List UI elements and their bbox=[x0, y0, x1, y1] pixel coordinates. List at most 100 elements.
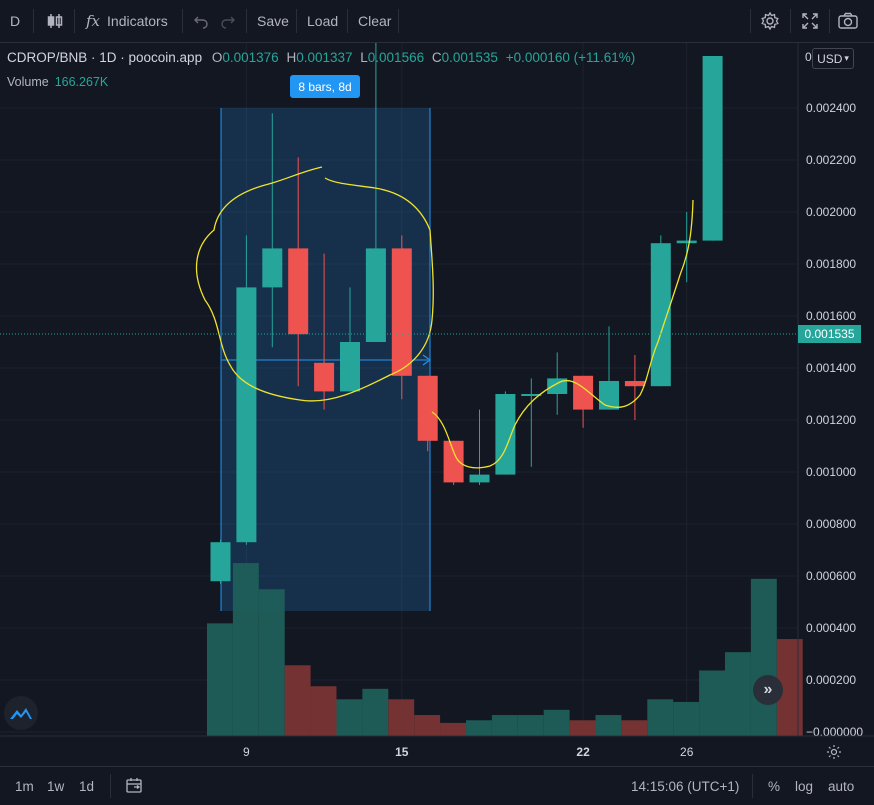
range-measure-label: 8 bars, 8d bbox=[290, 75, 360, 98]
axis-settings-icon[interactable] bbox=[826, 744, 842, 763]
fx-icon: fx bbox=[86, 12, 101, 30]
price-tick-label: 0.001000 bbox=[806, 465, 856, 479]
toolbar-divider bbox=[790, 9, 791, 33]
candle-body bbox=[676, 240, 697, 244]
open-key: O bbox=[211, 50, 223, 65]
high-value: 0.001337 bbox=[296, 50, 353, 65]
range-1d[interactable]: 1d bbox=[79, 778, 95, 794]
change-value: +0.000160 (+11.61%) bbox=[505, 50, 636, 65]
candle-body bbox=[495, 394, 516, 475]
toolbar-divider bbox=[750, 9, 751, 33]
volume-bar bbox=[310, 686, 337, 736]
candle-body bbox=[288, 248, 309, 335]
close-key: C bbox=[431, 50, 442, 65]
range-1w[interactable]: 1w bbox=[47, 778, 65, 794]
price-tick-label: 0.002400 bbox=[806, 101, 856, 115]
volume-bar bbox=[569, 720, 596, 736]
price-tick-label: 0.002000 bbox=[806, 205, 856, 219]
candle-body bbox=[599, 381, 619, 410]
freehand-annotation bbox=[195, 166, 694, 469]
candle-body bbox=[547, 378, 568, 394]
time-axis: 9 15 22 26 bbox=[243, 745, 694, 759]
candles-icon[interactable] bbox=[46, 0, 64, 42]
volume-bar bbox=[414, 715, 441, 736]
price-tick-label: −0.000000 bbox=[806, 725, 863, 739]
volume-bar bbox=[440, 722, 466, 736]
symbol-label: CDROP/BNB · 1D · poocoin.app bbox=[7, 50, 203, 65]
volume-bar bbox=[673, 701, 700, 736]
candle-body bbox=[314, 362, 335, 392]
candle-body bbox=[521, 394, 542, 396]
volume-bar bbox=[232, 563, 259, 736]
chart-grid bbox=[0, 43, 798, 736]
candle-body bbox=[417, 375, 438, 441]
chevron-down-icon: ▾ bbox=[844, 53, 849, 63]
candle-body bbox=[443, 440, 464, 483]
volume-bar bbox=[647, 699, 674, 736]
date-tick-label: 15 bbox=[395, 745, 409, 759]
tradingview-logo-icon[interactable] bbox=[4, 696, 38, 730]
toolbar-divider bbox=[347, 9, 348, 33]
volume-bar bbox=[595, 715, 622, 736]
interval-button[interactable]: D bbox=[10, 13, 21, 29]
price-tick-label: 0.001200 bbox=[806, 413, 856, 427]
volume-bar bbox=[362, 688, 389, 736]
price-tick-label: 0.001600 bbox=[806, 309, 856, 323]
price-tick-label: 0.001800 bbox=[806, 257, 856, 271]
candle-body bbox=[262, 248, 283, 288]
top-toolbar: D fx Indicators Save Load Clear bbox=[0, 0, 874, 43]
log-toggle[interactable]: log bbox=[795, 778, 814, 794]
load-button[interactable]: Load bbox=[307, 13, 339, 29]
volume-bar bbox=[258, 589, 285, 736]
percent-toggle[interactable]: % bbox=[768, 778, 781, 794]
candle-body bbox=[624, 381, 645, 387]
range-1m[interactable]: 1m bbox=[15, 778, 34, 794]
axis-top-label: 0 bbox=[805, 50, 812, 64]
save-button[interactable]: Save bbox=[257, 13, 289, 29]
camera-icon[interactable] bbox=[837, 0, 859, 42]
candle-body bbox=[469, 474, 490, 483]
candle-body bbox=[340, 342, 360, 392]
settings-icon[interactable] bbox=[760, 0, 780, 42]
redo-icon[interactable] bbox=[220, 0, 236, 42]
volume-bar bbox=[466, 720, 492, 736]
scroll-to-realtime-button[interactable]: » bbox=[753, 675, 783, 705]
ohlc-legend: CDROP/BNB · 1D · poocoin.app O0.001376 H… bbox=[7, 50, 635, 65]
indicators-button[interactable]: fx Indicators bbox=[86, 0, 168, 42]
toolbar-divider bbox=[74, 9, 75, 33]
candle-body bbox=[365, 248, 386, 342]
currency-select[interactable]: USD ▾ bbox=[812, 48, 854, 69]
volume-bar bbox=[725, 652, 751, 736]
date-tick-label: 26 bbox=[680, 745, 694, 759]
volume-bar bbox=[517, 715, 544, 736]
price-tick-label: 0.000800 bbox=[806, 517, 856, 531]
price-chart[interactable]: 0.002400 0.002200 0.002000 0.001800 0.001600… bbox=[0, 43, 874, 766]
volume-value: 166.267K bbox=[54, 75, 109, 89]
price-tick-label: 0.002200 bbox=[806, 153, 856, 167]
toolbar-divider bbox=[110, 774, 111, 798]
goto-date-icon[interactable] bbox=[125, 767, 143, 805]
low-key: L bbox=[360, 50, 368, 65]
clear-button[interactable]: Clear bbox=[358, 13, 392, 29]
price-tick-label: 0.000200 bbox=[806, 673, 856, 687]
candle-body bbox=[650, 243, 671, 387]
candle-body bbox=[391, 248, 412, 376]
toolbar-divider bbox=[296, 9, 297, 33]
undo-icon[interactable] bbox=[193, 0, 209, 42]
volume-bar bbox=[750, 578, 777, 736]
close-value: 0.001535 bbox=[441, 50, 498, 65]
auto-toggle[interactable]: auto bbox=[828, 778, 855, 794]
toolbar-divider bbox=[398, 9, 399, 33]
fullscreen-icon[interactable] bbox=[800, 0, 820, 42]
toolbar-divider bbox=[182, 9, 183, 33]
date-tick-label: 22 bbox=[576, 745, 590, 759]
volume-bar bbox=[336, 699, 363, 736]
clock-label[interactable]: 14:15:06 (UTC+1) bbox=[631, 778, 740, 794]
volume-legend: Volume 166.267K bbox=[7, 75, 108, 89]
price-axis: 0.002400 0.002200 0.002000 0.001800 0.001600… bbox=[806, 101, 863, 739]
candle-body bbox=[702, 56, 723, 241]
currency-label: USD bbox=[817, 51, 843, 66]
open-value: 0.001376 bbox=[222, 50, 279, 65]
price-tick-label: 0.000600 bbox=[806, 569, 856, 583]
volume-bars bbox=[207, 563, 803, 736]
